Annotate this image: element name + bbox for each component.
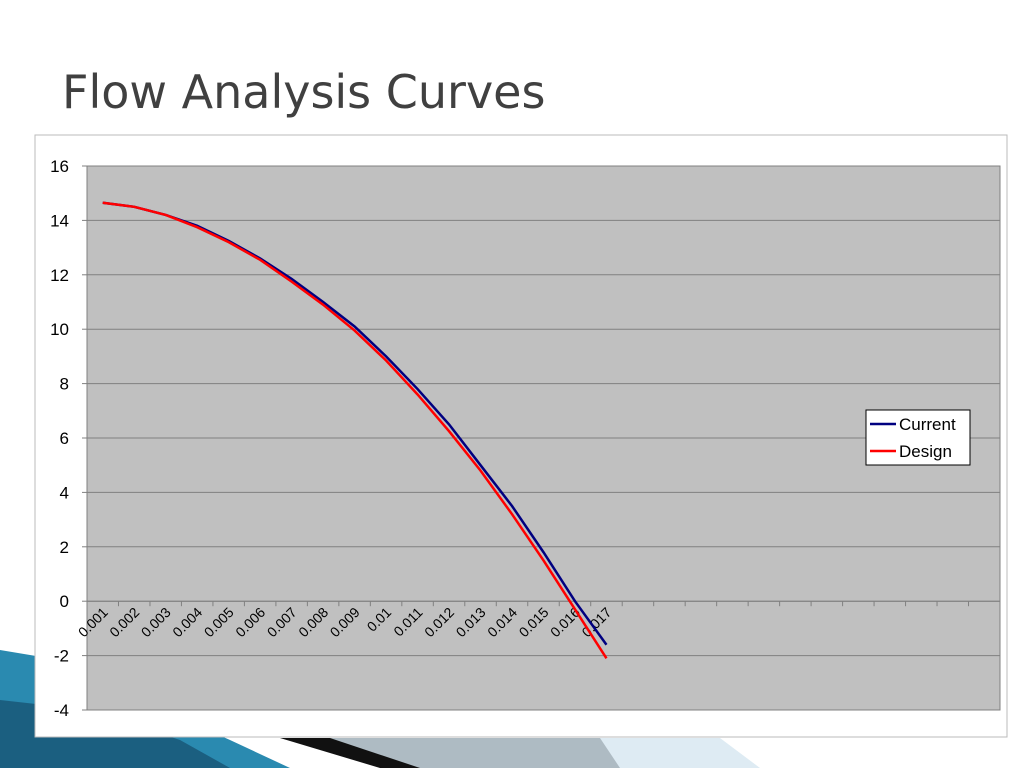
y-tick-label: -2 — [54, 647, 69, 666]
y-tick-label: 4 — [60, 483, 69, 502]
y-tick-label: 12 — [50, 266, 69, 285]
line-series — [102, 201, 608, 659]
slide-title: Flow Analysis Curves — [62, 65, 545, 119]
legend-label: Current — [899, 415, 956, 434]
y-tick-label: 0 — [60, 592, 69, 611]
chart: -4-202468101214160.0010.0020.0030.0040.0… — [50, 157, 1001, 720]
legend-label: Design — [899, 442, 952, 461]
y-tick-label: 16 — [50, 157, 69, 176]
decor-wave — [330, 738, 760, 768]
y-tick-label: 14 — [50, 211, 69, 230]
legend-box — [865, 409, 971, 466]
y-tick-label: 10 — [50, 320, 69, 339]
y-tick-label: 2 — [60, 538, 69, 557]
y-tick-label: 8 — [60, 375, 69, 394]
y-tick-label: 6 — [60, 429, 69, 448]
legend: Current Design — [865, 409, 971, 466]
y-tick-label: -4 — [54, 701, 69, 720]
